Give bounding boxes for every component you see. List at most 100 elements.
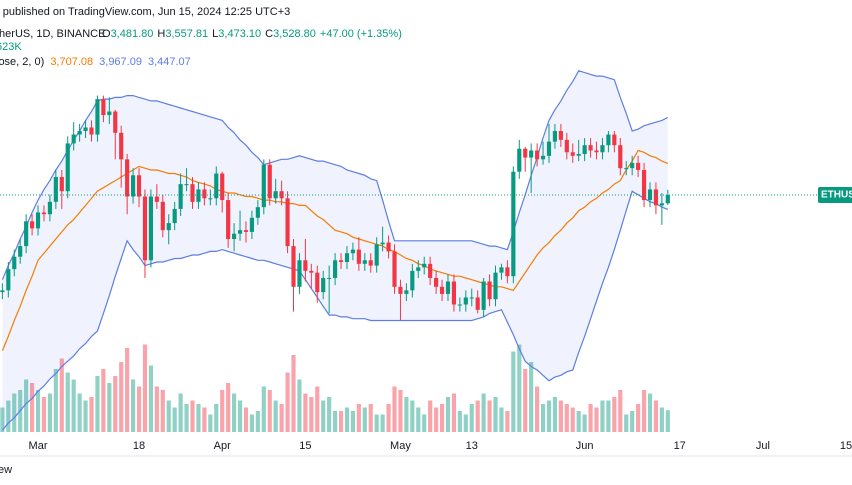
volume-bar <box>606 400 611 432</box>
candle-body <box>303 260 308 271</box>
volume-bar <box>552 397 558 432</box>
volume-bar <box>374 414 379 432</box>
candle-body <box>338 260 344 263</box>
volume-bar <box>166 400 171 432</box>
volume-bar <box>131 379 136 432</box>
volume-bar <box>535 386 540 432</box>
candle-body <box>279 191 284 199</box>
plot: ETHUS <box>0 70 852 432</box>
volume-bar <box>386 404 391 432</box>
volume-bar <box>303 393 308 432</box>
candle-body <box>12 256 17 270</box>
volume-bar <box>95 376 100 432</box>
volume-bar <box>487 400 492 432</box>
candle-body <box>190 184 195 202</box>
volume-bar <box>65 372 70 432</box>
legend-item: H <box>157 28 165 40</box>
candle-body <box>208 198 213 200</box>
candle-body <box>380 242 385 245</box>
candle-body <box>445 281 451 294</box>
candle-body <box>65 143 70 192</box>
candle-body <box>428 263 433 278</box>
candle-body <box>618 145 623 169</box>
symbol: therUS, 1D, BINANCE <box>0 28 105 40</box>
candle-body <box>630 162 635 169</box>
candle-body <box>142 196 148 261</box>
volume-bar <box>469 404 474 432</box>
candle-body <box>588 145 593 151</box>
volume-bar <box>285 372 290 432</box>
volume-bar <box>493 397 498 432</box>
volume-bar <box>356 404 361 432</box>
volume-bar <box>457 411 462 432</box>
candle-body <box>101 99 106 116</box>
candle-body <box>540 155 546 160</box>
volume-bar <box>540 404 546 432</box>
legend-item: 3,481.80 <box>111 28 154 40</box>
volume-bar <box>107 383 112 432</box>
volume-bar <box>101 369 106 432</box>
candle-body <box>107 111 112 116</box>
candle-body <box>552 131 558 142</box>
volume-bar <box>0 407 5 432</box>
candle-body <box>481 281 486 310</box>
bb-lower-line <box>1 190 669 431</box>
candle-body <box>612 134 617 146</box>
legend-item: lose, 2, 0) <box>0 56 44 68</box>
volume-bar <box>439 404 445 432</box>
candle-body <box>475 297 480 310</box>
candle-body <box>392 251 397 287</box>
x-tick-label: Apr <box>214 440 231 452</box>
volume-bar <box>564 404 569 432</box>
candle-body <box>558 131 563 140</box>
candle-body <box>493 272 498 300</box>
volume-bar <box>344 407 350 432</box>
candle-body <box>297 260 302 287</box>
volume-bar <box>184 404 189 432</box>
candle-body <box>416 267 421 271</box>
volume-bar <box>136 386 142 432</box>
candle-body <box>267 164 272 199</box>
candle-body <box>131 175 136 197</box>
candle-body <box>148 196 153 261</box>
candle-body <box>535 150 540 160</box>
candle-body <box>523 148 528 158</box>
volume-bar <box>12 393 17 432</box>
candle-body <box>232 233 237 240</box>
volume-bar <box>475 400 480 432</box>
candle-body <box>451 281 457 305</box>
volume-bar <box>119 362 124 432</box>
legend-item: 3,557.81 <box>165 28 208 40</box>
volume-bar <box>327 397 332 432</box>
volume-bar <box>576 411 581 432</box>
candle-body <box>374 244 379 266</box>
legend-row: O3,481.80 H3,557.81 L3,473.10 C3,528.80 +47.… <box>102 28 402 40</box>
volume-bar <box>202 407 207 432</box>
candle-body <box>166 223 171 231</box>
candle-body <box>362 260 367 264</box>
candle-body <box>226 200 231 240</box>
volume-bar <box>279 404 284 432</box>
candle-body <box>576 154 581 156</box>
volume-bar <box>243 407 249 432</box>
volume-bar <box>71 379 76 432</box>
candle-body <box>600 145 605 153</box>
volume-bar <box>600 400 605 432</box>
volume-bar <box>315 386 320 432</box>
candle-body <box>529 150 534 158</box>
volume-bar <box>653 400 659 432</box>
candle-body <box>220 173 225 201</box>
x-tick-label: 13 <box>466 440 478 452</box>
volume-bar <box>511 351 516 432</box>
candle-body <box>249 217 254 232</box>
volume-bar <box>261 386 266 432</box>
candle-body <box>6 269 11 291</box>
legend-item: +47.00 (+1.35%) <box>320 28 402 40</box>
candle-body <box>113 111 118 133</box>
volume-bar <box>416 407 421 432</box>
volume-bar <box>659 407 664 432</box>
candle-body <box>59 177 64 192</box>
candle-body <box>653 189 659 206</box>
candle-body <box>321 277 326 293</box>
